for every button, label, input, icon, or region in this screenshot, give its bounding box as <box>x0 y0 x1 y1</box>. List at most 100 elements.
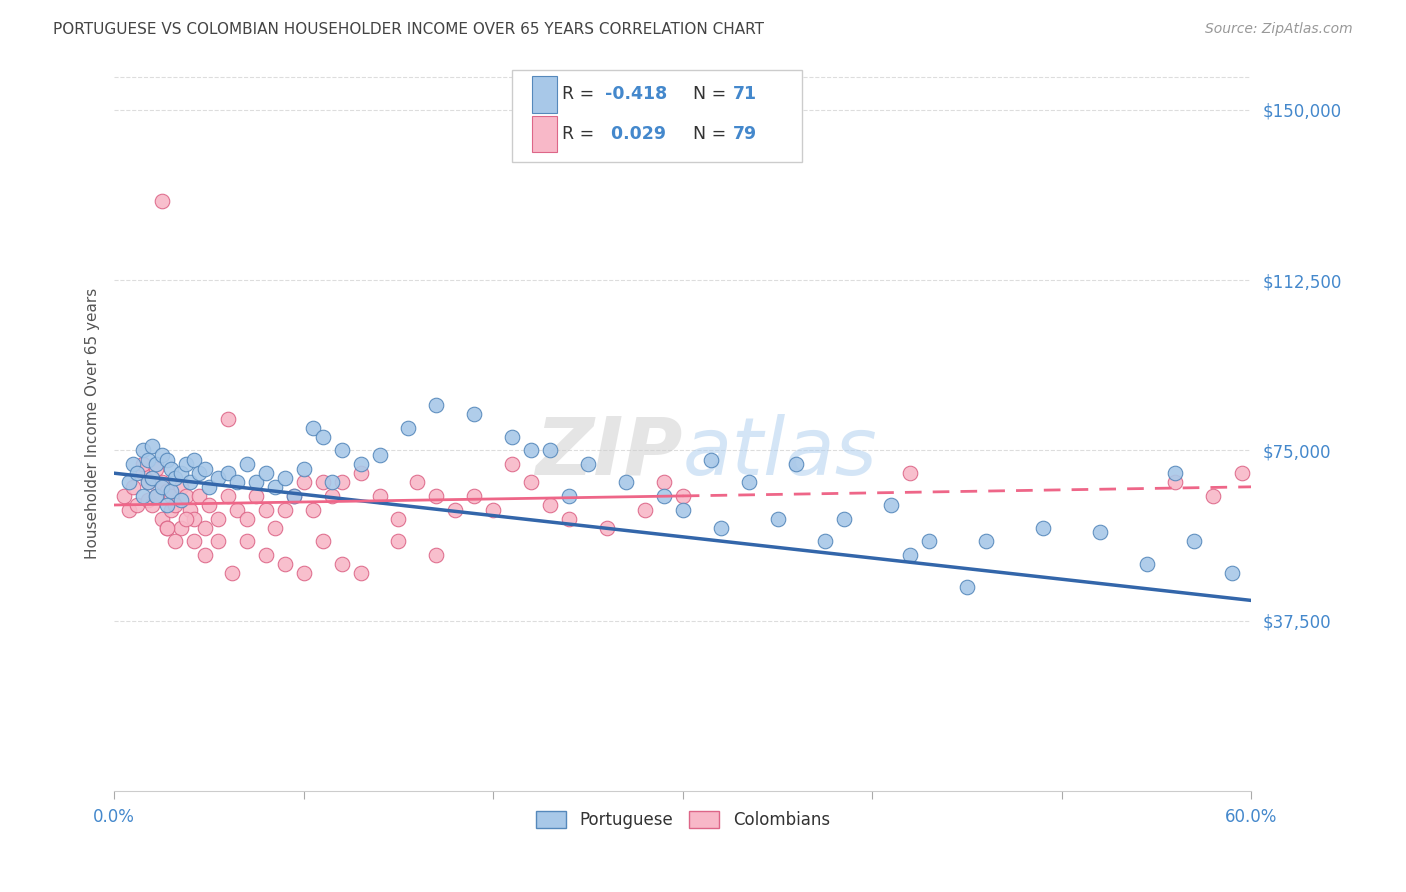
Point <box>264 521 287 535</box>
Point <box>174 489 197 503</box>
Point <box>174 511 197 525</box>
Point <box>766 511 789 525</box>
Point <box>217 466 239 480</box>
Point <box>1220 566 1243 581</box>
Point <box>131 489 153 503</box>
Point <box>576 457 599 471</box>
Text: 0.029: 0.029 <box>606 125 666 143</box>
Point <box>1164 475 1187 490</box>
Point <box>156 521 179 535</box>
Point <box>183 452 205 467</box>
Point <box>141 471 163 485</box>
Point <box>194 521 217 535</box>
Point <box>217 489 239 503</box>
Point <box>188 489 211 503</box>
Point <box>311 475 333 490</box>
Point <box>131 443 153 458</box>
Point <box>188 466 211 480</box>
Legend: Portuguese, Colombians: Portuguese, Colombians <box>529 805 837 836</box>
Point <box>349 566 371 581</box>
Point <box>832 511 855 525</box>
Point <box>538 443 561 458</box>
Point <box>160 461 183 475</box>
Point <box>226 475 249 490</box>
Point <box>425 489 447 503</box>
Point <box>183 534 205 549</box>
Point <box>558 489 581 503</box>
Point <box>956 580 979 594</box>
Text: N =: N = <box>682 85 731 103</box>
Point <box>898 548 921 562</box>
Point <box>118 475 141 490</box>
Point <box>245 489 267 503</box>
Point <box>169 480 191 494</box>
Point <box>160 484 183 499</box>
Point <box>160 489 183 503</box>
Point <box>368 448 391 462</box>
Point <box>330 475 353 490</box>
Point <box>236 457 259 471</box>
Point <box>179 475 201 490</box>
Text: 79: 79 <box>733 125 756 143</box>
Text: Source: ZipAtlas.com: Source: ZipAtlas.com <box>1205 22 1353 37</box>
Point <box>145 457 167 471</box>
Point <box>174 457 197 471</box>
Point <box>898 466 921 480</box>
Point <box>179 502 201 516</box>
Point <box>463 489 485 503</box>
Point <box>738 475 761 490</box>
Text: PORTUGUESE VS COLOMBIAN HOUSEHOLDER INCOME OVER 65 YEARS CORRELATION CHART: PORTUGUESE VS COLOMBIAN HOUSEHOLDER INCO… <box>53 22 765 37</box>
Point <box>1164 466 1187 480</box>
Point <box>785 457 807 471</box>
Point <box>264 480 287 494</box>
Text: atlas: atlas <box>683 414 877 491</box>
Point <box>918 534 941 549</box>
FancyBboxPatch shape <box>512 70 803 161</box>
Point <box>349 457 371 471</box>
Point <box>254 548 277 562</box>
Point <box>614 475 637 490</box>
Point <box>118 502 141 516</box>
Point <box>482 502 505 516</box>
Point <box>136 452 159 467</box>
Point <box>283 489 305 503</box>
Point <box>150 480 173 494</box>
Point <box>387 511 409 525</box>
Point <box>292 475 315 490</box>
Point <box>520 443 543 458</box>
Point <box>672 502 695 516</box>
Point <box>136 475 159 490</box>
Point <box>814 534 837 549</box>
Point <box>292 566 315 581</box>
Point <box>330 557 353 571</box>
Point <box>321 489 343 503</box>
Point <box>1088 525 1111 540</box>
Point <box>183 511 205 525</box>
Point <box>145 489 167 503</box>
Point <box>169 521 191 535</box>
Point <box>302 502 325 516</box>
Point <box>880 498 903 512</box>
Point <box>163 498 186 512</box>
Point <box>425 548 447 562</box>
Point <box>1032 521 1054 535</box>
Point <box>652 489 675 503</box>
Point <box>145 489 167 503</box>
Point <box>274 471 297 485</box>
Point <box>406 475 429 490</box>
Point <box>169 466 191 480</box>
Point <box>302 421 325 435</box>
Point <box>274 557 297 571</box>
Point <box>463 407 485 421</box>
Point <box>501 430 523 444</box>
Point <box>194 461 217 475</box>
Point <box>444 502 467 516</box>
Point <box>198 498 221 512</box>
Point <box>349 466 371 480</box>
Point <box>558 511 581 525</box>
Point <box>245 475 267 490</box>
Point <box>150 511 173 525</box>
Point <box>425 398 447 412</box>
Point <box>520 475 543 490</box>
Point <box>156 484 179 499</box>
